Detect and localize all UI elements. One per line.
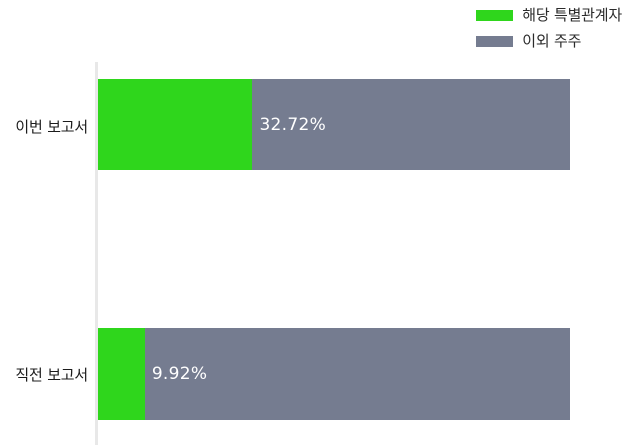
category-axis-line (95, 62, 98, 445)
bar-segment-primary-previous-report[interactable] (98, 328, 145, 420)
bar-segment-secondary-previous-report[interactable]: 9.92% (144, 328, 570, 420)
legend-item-primary[interactable]: 해당 특별관계자 (476, 5, 622, 24)
bar-value-label-this-report: 32.72% (259, 114, 327, 135)
legend-label-primary: 해당 특별관계자 (522, 5, 622, 24)
category-label-this-report: 이번 보고서 (15, 118, 88, 136)
legend-item-secondary[interactable]: 이외 주주 (476, 31, 582, 50)
chart-legend: 해당 특별관계자 이외 주주 (476, 5, 622, 50)
legend-swatch-icon-primary (476, 9, 514, 21)
bar-value-label-previous-report: 9.92% (151, 364, 208, 384)
bar-segment-secondary-this-report[interactable]: 32.72% (252, 79, 570, 170)
category-label-previous-report: 직전 보고서 (15, 366, 88, 384)
legend-label-secondary: 이외 주주 (522, 31, 582, 50)
bar-segment-primary-this-report[interactable] (98, 79, 253, 170)
legend-swatch-icon-secondary (476, 35, 514, 47)
stacked-bar-this-report[interactable]: 32.72% (98, 79, 570, 170)
stacked-bar-previous-report[interactable]: 9.92% (98, 328, 570, 420)
